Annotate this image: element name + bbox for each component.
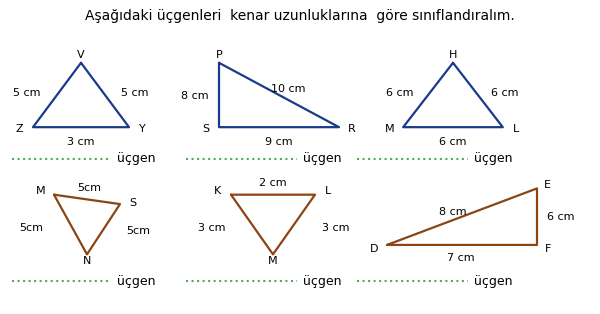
Text: üçgen: üçgen — [474, 152, 512, 165]
Text: E: E — [544, 180, 551, 190]
Text: 5cm: 5cm — [77, 183, 101, 193]
Text: P: P — [215, 50, 223, 60]
Text: 10 cm: 10 cm — [271, 84, 305, 95]
Text: S: S — [202, 124, 209, 134]
Text: Z: Z — [16, 124, 23, 134]
Text: Aşağıdaki üçgenleri  kenar uzunluklarına  göre sınıflandıralım.: Aşağıdaki üçgenleri kenar uzunluklarına … — [85, 9, 515, 24]
Text: M: M — [268, 256, 278, 266]
Text: 3 cm: 3 cm — [322, 223, 350, 233]
Text: 5 cm: 5 cm — [121, 88, 149, 98]
Text: D: D — [370, 244, 378, 254]
Text: R: R — [349, 124, 356, 134]
Text: 6 cm: 6 cm — [547, 212, 575, 222]
Text: V: V — [77, 50, 85, 60]
Text: N: N — [83, 256, 91, 266]
Text: 6 cm: 6 cm — [439, 137, 467, 147]
Text: 2 cm: 2 cm — [259, 178, 287, 188]
Text: üçgen: üçgen — [117, 152, 155, 165]
Text: F: F — [545, 244, 551, 254]
Text: 6 cm: 6 cm — [386, 88, 414, 98]
Text: M: M — [36, 186, 46, 196]
Text: M: M — [385, 124, 395, 134]
Text: 9 cm: 9 cm — [265, 137, 293, 147]
Text: L: L — [513, 124, 519, 134]
Text: Y: Y — [139, 124, 146, 134]
Text: 3 cm: 3 cm — [67, 137, 95, 147]
Text: 3 cm: 3 cm — [197, 223, 225, 233]
Text: 5cm: 5cm — [19, 223, 43, 233]
Text: üçgen: üçgen — [303, 274, 341, 288]
Text: S: S — [130, 198, 137, 208]
Text: üçgen: üçgen — [117, 274, 155, 288]
Text: 5 cm: 5 cm — [13, 88, 41, 98]
Text: 7 cm: 7 cm — [447, 253, 475, 263]
Text: üçgen: üçgen — [303, 152, 341, 165]
Text: H: H — [449, 50, 457, 60]
Text: üçgen: üçgen — [474, 274, 512, 288]
Text: K: K — [214, 186, 221, 196]
Text: L: L — [325, 186, 331, 196]
Text: 8 cm: 8 cm — [181, 91, 209, 101]
Text: 5cm: 5cm — [126, 226, 150, 236]
Text: 6 cm: 6 cm — [491, 88, 518, 98]
Text: 8 cm: 8 cm — [439, 207, 467, 217]
